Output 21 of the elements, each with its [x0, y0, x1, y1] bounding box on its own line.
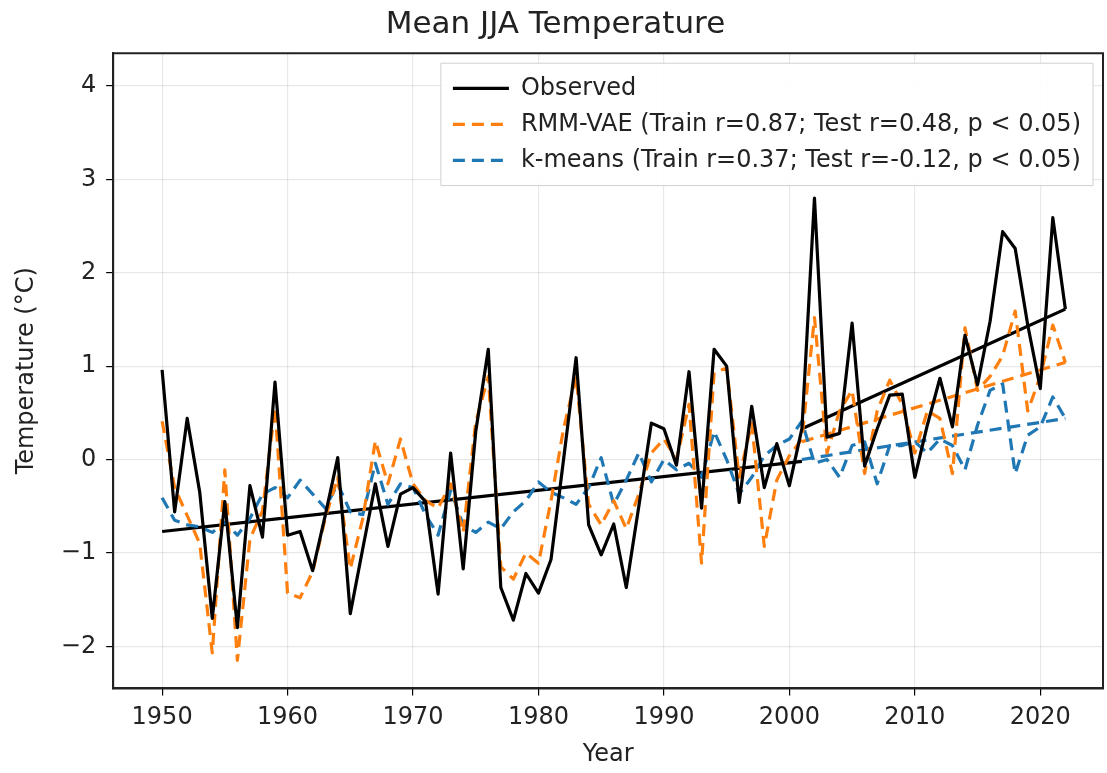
y-axis-title: Temperature (°C) — [10, 267, 39, 476]
x-tick-label: 1990 — [633, 702, 695, 731]
legend-label: RMM-VAE (Train r=0.87; Test r=0.48, p < 0.05) — [520, 108, 1081, 137]
x-tick-label: 1970 — [382, 702, 444, 731]
y-tick-label: −1 — [60, 537, 97, 566]
y-tick-label: 2 — [80, 256, 97, 285]
legend-label: Observed — [520, 72, 637, 101]
y-tick-label: 1 — [80, 350, 97, 379]
x-tick-label: 1960 — [257, 702, 319, 731]
x-tick-label: 2020 — [1009, 702, 1071, 731]
x-tick-label: 2010 — [884, 702, 946, 731]
y-tick-label: −2 — [60, 630, 97, 659]
x-axis-title: Year — [581, 738, 634, 767]
y-tick-label: 3 — [80, 163, 97, 192]
y-tick-label: 4 — [80, 70, 97, 99]
x-tick-label: 2000 — [758, 702, 820, 731]
x-tick-label: 1950 — [131, 702, 193, 731]
chart-title: Mean JJA Temperature — [385, 3, 726, 40]
x-tick-label: 1980 — [507, 702, 569, 731]
legend-label: k-means (Train r=0.37; Test r=-0.12, p < 0.05) — [520, 144, 1081, 173]
y-tick-label: 0 — [80, 443, 97, 472]
